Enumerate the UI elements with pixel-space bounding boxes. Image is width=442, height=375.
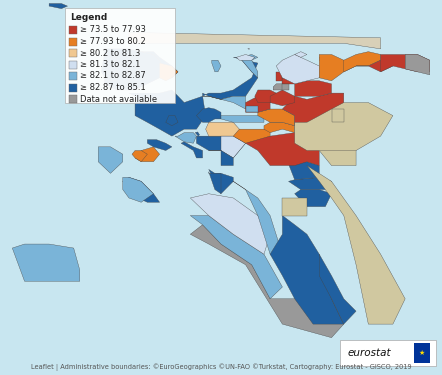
Polygon shape [381, 54, 430, 72]
Polygon shape [295, 189, 332, 207]
Text: ★: ★ [419, 350, 425, 356]
Text: ≥ 80.2 to 81.3: ≥ 80.2 to 81.3 [80, 48, 141, 57]
Polygon shape [270, 90, 295, 106]
Polygon shape [255, 90, 282, 103]
Polygon shape [233, 129, 270, 143]
Polygon shape [236, 54, 255, 60]
Polygon shape [276, 54, 319, 84]
Polygon shape [221, 136, 246, 158]
Polygon shape [282, 198, 307, 216]
Polygon shape [129, 90, 206, 136]
Polygon shape [191, 225, 344, 338]
Polygon shape [135, 147, 160, 162]
Polygon shape [258, 109, 295, 126]
Text: ≥ 82.1 to 82.87: ≥ 82.1 to 82.87 [80, 72, 146, 81]
Bar [69, 72, 77, 80]
Text: eurostat: eurostat [348, 348, 392, 358]
Bar [69, 84, 77, 92]
Polygon shape [289, 162, 319, 180]
Polygon shape [129, 32, 381, 49]
Polygon shape [307, 165, 405, 324]
Bar [414, 343, 430, 363]
Polygon shape [202, 57, 258, 99]
Polygon shape [246, 133, 319, 165]
Polygon shape [270, 216, 344, 324]
Text: ≥ 82.87 to 85.1: ≥ 82.87 to 85.1 [80, 83, 146, 92]
Polygon shape [123, 177, 153, 202]
Polygon shape [344, 52, 381, 72]
Bar [69, 26, 77, 34]
Polygon shape [206, 122, 246, 143]
Polygon shape [196, 136, 246, 158]
Polygon shape [264, 122, 295, 133]
Polygon shape [273, 84, 282, 90]
Text: Legend: Legend [70, 13, 107, 22]
Polygon shape [319, 254, 356, 324]
Text: ≥ 77.93 to 80.2: ≥ 77.93 to 80.2 [80, 37, 146, 46]
Polygon shape [209, 150, 233, 165]
Polygon shape [175, 133, 196, 143]
Polygon shape [101, 54, 117, 81]
Bar [69, 49, 77, 57]
Polygon shape [141, 52, 178, 78]
Polygon shape [282, 84, 289, 90]
Polygon shape [319, 57, 325, 63]
Polygon shape [282, 93, 344, 126]
Polygon shape [240, 54, 258, 78]
Polygon shape [246, 96, 270, 112]
Polygon shape [209, 170, 233, 194]
Polygon shape [282, 78, 295, 84]
Polygon shape [202, 96, 246, 109]
Polygon shape [191, 216, 282, 299]
Polygon shape [295, 81, 332, 96]
Polygon shape [221, 116, 264, 122]
Polygon shape [289, 177, 332, 189]
Polygon shape [147, 140, 172, 150]
Polygon shape [332, 109, 344, 122]
Polygon shape [181, 142, 202, 158]
Polygon shape [405, 54, 430, 75]
Polygon shape [295, 103, 393, 150]
Polygon shape [276, 72, 282, 81]
Polygon shape [104, 49, 166, 90]
Polygon shape [212, 60, 221, 72]
Text: Data not available: Data not available [80, 94, 157, 104]
Text: ≥ 81.3 to 82.1: ≥ 81.3 to 82.1 [80, 60, 141, 69]
Polygon shape [209, 172, 221, 194]
Polygon shape [319, 54, 356, 81]
Polygon shape [166, 116, 178, 126]
Polygon shape [359, 40, 371, 43]
Polygon shape [160, 63, 178, 81]
Bar [340, 340, 436, 366]
Polygon shape [195, 132, 199, 136]
Polygon shape [123, 177, 160, 202]
Bar [69, 95, 77, 103]
Polygon shape [12, 244, 80, 281]
Polygon shape [307, 136, 356, 165]
Polygon shape [295, 52, 307, 57]
Text: Leaflet | Administrative boundaries: ©EuroGeographics ©UN-FAO ©Turkstat, Cartogr: Leaflet | Administrative boundaries: ©Eu… [30, 363, 412, 371]
Bar [69, 60, 77, 69]
Polygon shape [356, 60, 393, 72]
Polygon shape [221, 177, 332, 311]
Polygon shape [132, 150, 147, 162]
Polygon shape [49, 3, 68, 9]
Polygon shape [196, 108, 221, 122]
Bar [69, 38, 77, 45]
Text: ≥ 73.5 to 77.93: ≥ 73.5 to 77.93 [80, 26, 146, 34]
Bar [65, 8, 175, 103]
Polygon shape [191, 194, 270, 254]
Polygon shape [248, 48, 249, 50]
Polygon shape [246, 106, 258, 112]
Polygon shape [98, 147, 123, 173]
